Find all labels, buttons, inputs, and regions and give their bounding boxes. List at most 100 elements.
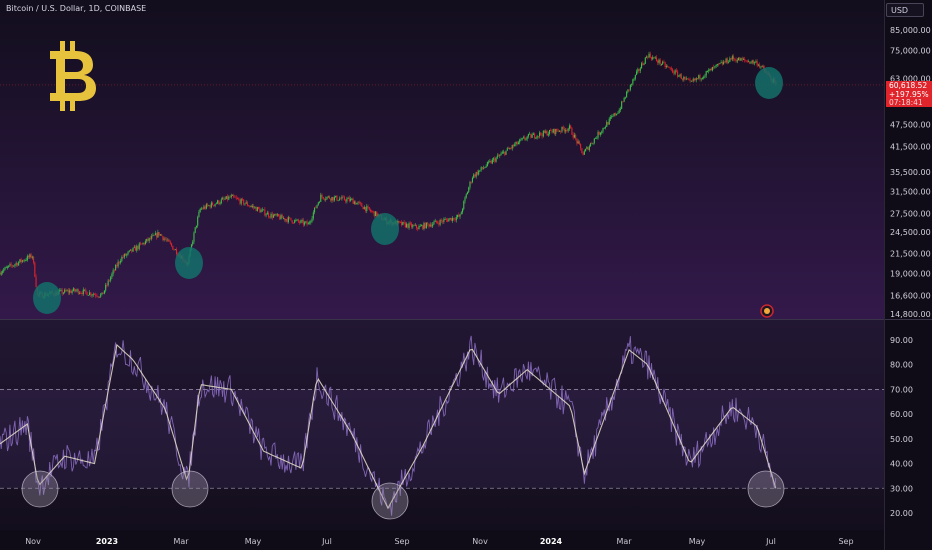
candle-body	[644, 57, 646, 64]
candle-body	[622, 101, 624, 103]
price-pane[interactable]	[0, 0, 884, 319]
candle-body	[35, 276, 37, 287]
candle-body	[756, 61, 758, 66]
candle-body	[322, 196, 324, 199]
rsi-highlight-circle	[21, 470, 59, 508]
candle-body	[311, 218, 313, 222]
price-labels: 85,000.00 75,000.00 63,000.00 47,500.00 41,5…	[890, 26, 931, 319]
candle-body	[166, 239, 168, 241]
candle-body	[749, 61, 751, 64]
candle-body	[245, 202, 247, 204]
rsi-highlight-circle	[171, 470, 209, 508]
candle-body	[152, 234, 154, 236]
candle-body	[81, 292, 83, 295]
candle-body	[4, 267, 6, 270]
candle-body	[566, 130, 568, 131]
candle-body	[398, 221, 400, 222]
candle-body	[250, 206, 252, 207]
candle-body	[596, 137, 598, 139]
candle-body	[642, 63, 644, 65]
time-tick-label: Mar	[173, 537, 189, 546]
candle-body	[274, 214, 276, 216]
candle-body	[456, 214, 459, 218]
candle-body	[494, 158, 496, 162]
candle-body	[455, 217, 457, 221]
candle-body	[164, 238, 166, 240]
candle-body	[539, 132, 541, 137]
candle-body	[171, 243, 173, 246]
candle-body	[486, 162, 488, 167]
currency-button[interactable]: USD	[886, 3, 924, 17]
candle-body	[156, 233, 158, 238]
candle-body	[226, 196, 229, 200]
candle-body	[733, 56, 735, 60]
candle-body	[401, 221, 403, 225]
candle-body	[754, 62, 756, 64]
candle-body	[294, 220, 296, 223]
candle-body	[465, 194, 467, 198]
candle-body	[248, 205, 250, 207]
candle-body	[259, 208, 261, 213]
candle-body	[565, 130, 567, 132]
rsi-pane[interactable]	[0, 320, 884, 530]
candle-body	[300, 220, 302, 223]
candle-body	[585, 149, 587, 152]
candle-body	[659, 59, 661, 65]
candle-body	[304, 222, 306, 225]
time-scale[interactable]	[0, 530, 932, 550]
candle-body	[735, 59, 737, 62]
candle-body	[239, 199, 241, 204]
candle-body	[404, 222, 406, 228]
earnings-flag-icon[interactable]	[760, 304, 774, 318]
candle-body	[266, 212, 268, 215]
candle-body	[599, 132, 602, 135]
candle-body	[98, 296, 101, 298]
candle-body	[511, 145, 513, 149]
candle-body	[220, 199, 222, 204]
candle-body	[148, 237, 150, 241]
candle-body	[719, 63, 721, 64]
candle-body	[678, 75, 680, 77]
candle-body	[358, 202, 360, 204]
candle-body	[586, 147, 588, 150]
candle-body	[95, 294, 97, 296]
candle-body	[161, 234, 163, 237]
candle-body	[663, 61, 665, 63]
candle-body	[338, 198, 340, 201]
candle-body	[710, 68, 712, 71]
candle-body	[761, 66, 763, 67]
candle-body	[507, 148, 510, 149]
candle-body	[531, 134, 533, 138]
candle-body	[725, 58, 727, 63]
candle-body	[70, 290, 72, 293]
candle-body	[556, 129, 558, 131]
last-price-badge: 60,618.52 +197.95% 07:18:41	[886, 81, 932, 107]
candle-body	[510, 148, 512, 150]
candle-body	[120, 260, 122, 263]
candle-body	[256, 207, 258, 212]
candle-body	[708, 70, 710, 72]
candle-body	[251, 206, 253, 207]
candle-body	[522, 137, 524, 139]
candle-body	[101, 292, 103, 295]
candle-body	[132, 247, 134, 252]
time-labels: Nov 2023 Mar May Jul Sep Nov 2024 Mar May Jul Sep	[25, 537, 853, 546]
candle-body	[613, 113, 615, 116]
symbol-title[interactable]: Bitcoin / U.S. Dollar, 1D, COINBASE	[6, 4, 147, 13]
candle-body	[473, 174, 475, 178]
candle-body	[306, 221, 308, 225]
candle-body	[368, 207, 370, 210]
candle-body	[241, 198, 243, 200]
candle-body	[468, 187, 470, 193]
candle-body	[726, 58, 728, 63]
candle-body	[219, 203, 221, 204]
candle-body	[86, 291, 88, 296]
candle-body	[675, 70, 677, 72]
candle-body	[62, 292, 64, 294]
candle-body	[631, 83, 633, 85]
candle-body	[488, 161, 490, 163]
candle-body	[122, 257, 124, 258]
candle-body	[287, 217, 290, 222]
candle-body	[18, 262, 20, 266]
